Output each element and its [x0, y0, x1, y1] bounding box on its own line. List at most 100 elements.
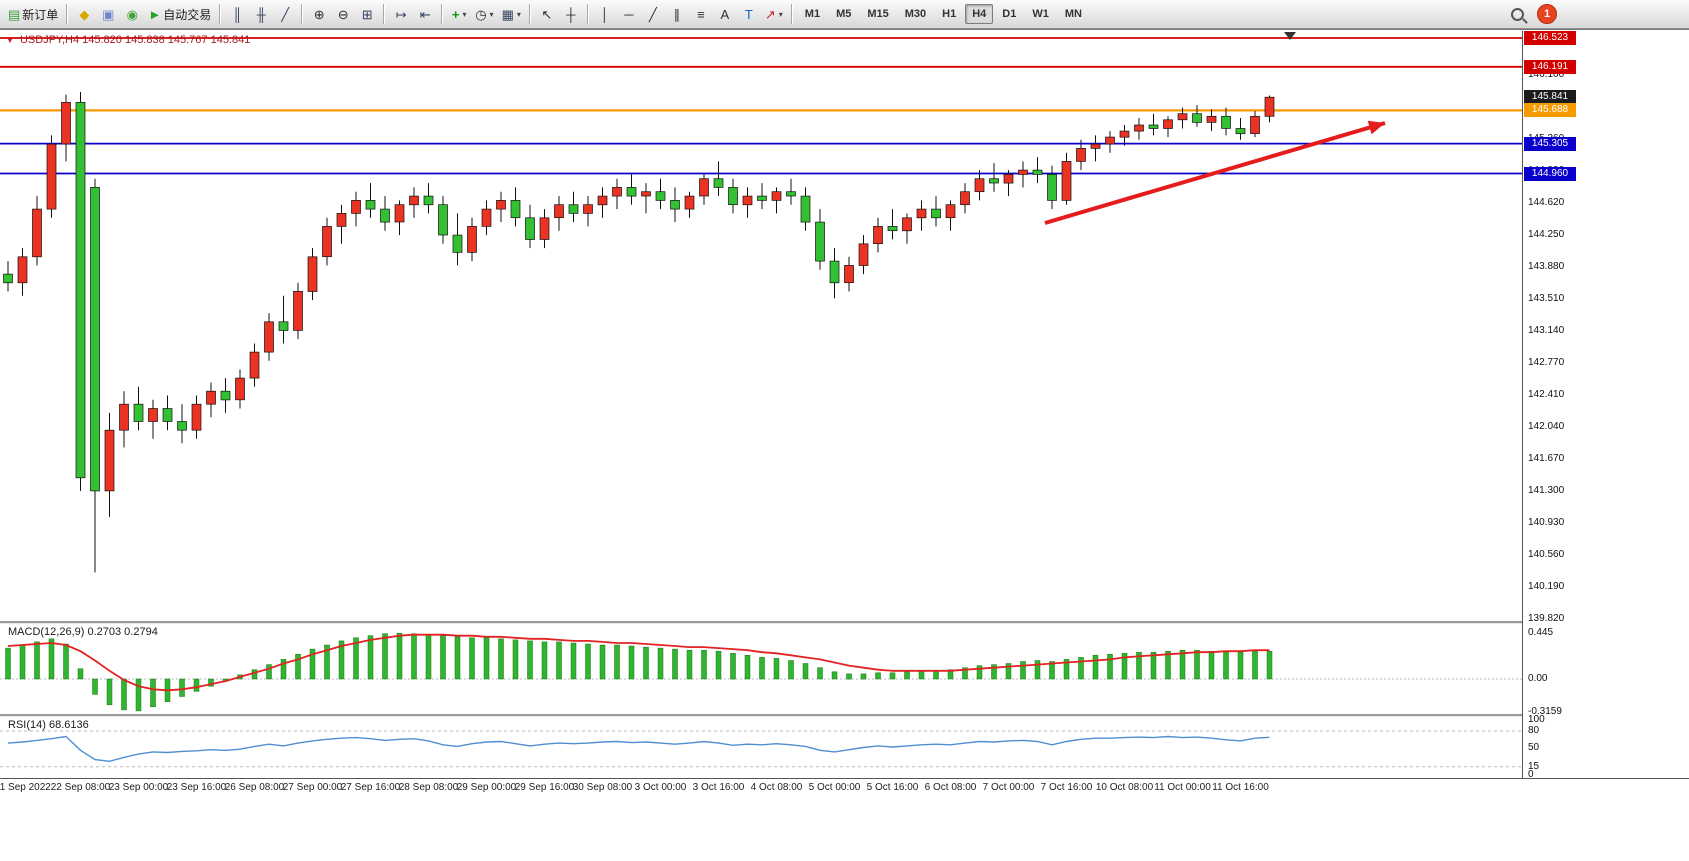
- fibonacci-button[interactable]: ≡: [689, 2, 713, 26]
- zoom-out-icon: ⊖: [337, 6, 349, 22]
- zoom-out-button[interactable]: ⊖: [331, 2, 355, 26]
- line-chart-button[interactable]: ╱: [273, 2, 297, 26]
- chart-shift-marker-icon: [1284, 32, 1296, 40]
- current-price-label: 145.841: [1524, 90, 1576, 105]
- time-label: 23 Sep 00:00: [108, 782, 169, 793]
- search-button[interactable]: [1505, 2, 1529, 26]
- timeframe-m30-button[interactable]: M30: [898, 4, 933, 24]
- scale-tick: 140.930: [1528, 516, 1565, 528]
- time-label: 3 Oct 00:00: [634, 782, 687, 793]
- scale-tick: 141.670: [1528, 452, 1565, 464]
- arrows-icon: ↗: [764, 6, 776, 22]
- new-order-icon: ▤: [8, 6, 21, 22]
- time-label: 10 Oct 08:00: [1095, 782, 1154, 793]
- fibonacci-icon: ≡: [697, 6, 705, 22]
- periods-icon: ◷: [475, 6, 487, 22]
- horizontal-line-button[interactable]: ─: [617, 2, 641, 26]
- market-watch-button[interactable]: ◉: [120, 2, 144, 26]
- main-chart-svg[interactable]: [0, 31, 1522, 621]
- vertical-line-button[interactable]: │: [593, 2, 617, 26]
- timeframe-w1-button[interactable]: W1: [1025, 4, 1056, 24]
- timeframe-m15-button[interactable]: M15: [860, 4, 895, 24]
- panel-splitter[interactable]: [0, 621, 1689, 624]
- indicators-icon: +: [451, 6, 460, 22]
- timeframe-d1-button[interactable]: D1: [995, 4, 1023, 24]
- auto-scroll-icon: ↦: [395, 6, 407, 22]
- toolbar-separator: [790, 4, 793, 24]
- toolbar-groups: ▤ 新订单 ◆ ▣ ◉ ► 自动交易 ║ ╫ ╱ ⊕ ⊖ ⊞ ↦ ⇤ + ▾ ◷ ▾ ▦ ▾ ↖ ┼ │ ─ ╱ ∥ ≡ A T ↗ ▾: [4, 2, 787, 26]
- dropdown-caret-icon: ▾: [516, 9, 521, 19]
- scale-tick: 0.445: [1528, 627, 1554, 639]
- price-line-label: 146.523: [1524, 31, 1576, 45]
- toolbar-separator: [383, 4, 386, 24]
- notification-count: 1: [1543, 8, 1551, 20]
- candlestick-icon: ╫: [256, 6, 266, 22]
- time-label: 26 Sep 08:00: [224, 782, 285, 793]
- notification-badge[interactable]: 1: [1537, 4, 1557, 24]
- line-chart-icon: ╱: [281, 6, 290, 22]
- trend-arrow-annotation: [1367, 120, 1385, 135]
- channel-button[interactable]: ∥: [665, 2, 689, 26]
- scale-tick: 100: [1528, 714, 1545, 725]
- toolbar-separator: [66, 4, 69, 24]
- rsi-panel-svg[interactable]: [0, 717, 1522, 778]
- timeframe-m1-button[interactable]: M1: [798, 4, 827, 24]
- trendline-icon: ╱: [648, 6, 657, 22]
- time-label: 5 Oct 16:00: [866, 782, 919, 793]
- text-label-button[interactable]: T: [737, 2, 761, 26]
- bar-chart-icon: ║: [232, 6, 242, 22]
- text-button[interactable]: A: [713, 2, 737, 26]
- new-order-button[interactable]: ▤ 新订单: [4, 2, 62, 26]
- price-line-label: 145.688: [1524, 103, 1576, 118]
- price-scale[interactable]: 146.470146.100145.730145.360144.990144.6…: [1522, 31, 1689, 780]
- arrows-button[interactable]: ↗ ▾: [761, 2, 787, 26]
- toolbar-right: 1: [1505, 2, 1557, 26]
- scale-tick: 143.880: [1528, 261, 1565, 273]
- candlestick-button[interactable]: ╫: [249, 2, 273, 26]
- time-label: 7 Oct 00:00: [982, 782, 1035, 793]
- time-label: 4 Oct 08:00: [750, 782, 803, 793]
- toolbar-separator: [528, 4, 531, 24]
- auto-scroll-button[interactable]: ↦: [389, 2, 413, 26]
- cursor-button[interactable]: ↖: [535, 2, 559, 26]
- timeframe-m5-button[interactable]: M5: [829, 4, 858, 24]
- timeframe-h1-button[interactable]: H1: [935, 4, 963, 24]
- profiles-button[interactable]: ▣: [96, 2, 120, 26]
- periods-button[interactable]: ◷ ▾: [471, 2, 497, 26]
- bar-chart-button[interactable]: ║: [225, 2, 249, 26]
- macd-label: MACD(12,26,9) 0.2703 0.2794: [8, 626, 158, 638]
- chart-title: ▼ USDJPY,H4 145.820 145.838 145.767 145.…: [6, 34, 250, 46]
- time-label: 6 Oct 08:00: [924, 782, 977, 793]
- templates-button[interactable]: ▦ ▾: [498, 2, 525, 26]
- zoom-in-icon: ⊕: [313, 6, 325, 22]
- autotrading-button[interactable]: ► 自动交易: [144, 2, 215, 26]
- autotrading-icon: ►: [148, 6, 162, 22]
- scale-tick: 146.100: [1528, 68, 1565, 80]
- toolbar: ▤ 新订单 ◆ ▣ ◉ ► 自动交易 ║ ╫ ╱ ⊕ ⊖ ⊞ ↦ ⇤ + ▾ ◷ ▾ ▦ ▾ ↖ ┼ │ ─ ╱ ∥ ≡ A T ↗ ▾ M1…: [0, 0, 1689, 29]
- autotrading-button-label: 自动交易: [163, 7, 212, 22]
- indicators-button[interactable]: + ▾: [447, 2, 471, 26]
- scale-tick: 140.560: [1528, 549, 1565, 560]
- time-label: 3 Oct 16:00: [692, 782, 745, 793]
- timeframe-mn-button[interactable]: MN: [1058, 4, 1089, 24]
- time-axis-border: [0, 778, 1689, 779]
- chart-shift-icon: ⇤: [419, 6, 431, 22]
- text-label-icon: T: [744, 6, 753, 22]
- time-label: 11 Oct 16:00: [1212, 782, 1269, 793]
- timeframe-h4-button[interactable]: H4: [965, 4, 994, 24]
- chart-shift-button[interactable]: ⇤: [413, 2, 437, 26]
- crosshair-button[interactable]: ┼: [559, 2, 583, 26]
- toolbar-separator: [441, 4, 444, 24]
- zoom-in-button[interactable]: ⊕: [307, 2, 331, 26]
- scale-tick: 142.040: [1528, 420, 1565, 432]
- tile-windows-button[interactable]: ⊞: [355, 2, 379, 26]
- tile-windows-icon: ⊞: [361, 6, 373, 22]
- scale-tick: 144.250: [1528, 229, 1565, 241]
- scale-tick: 144.620: [1528, 197, 1565, 208]
- trendline-button[interactable]: ╱: [641, 2, 665, 26]
- macd-panel-svg[interactable]: [0, 624, 1522, 714]
- panel-splitter[interactable]: [0, 714, 1689, 717]
- metaeditor-button[interactable]: ◆: [72, 2, 96, 26]
